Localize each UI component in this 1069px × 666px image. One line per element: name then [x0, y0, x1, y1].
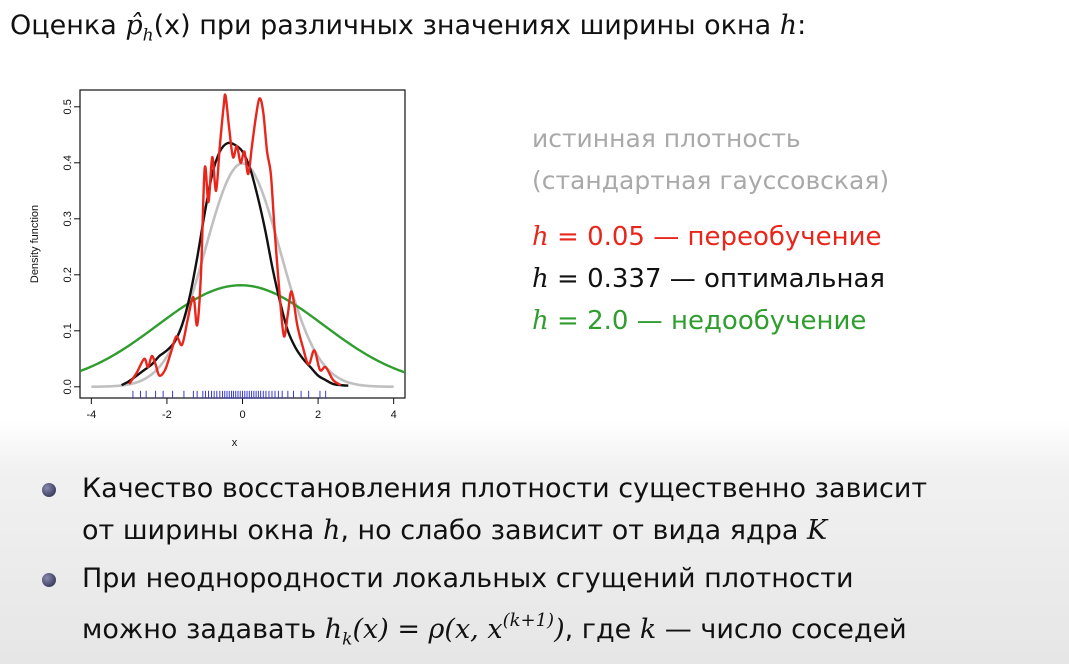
bullet-dot-icon [42, 573, 56, 587]
x-axis-label: x [232, 437, 238, 449]
y-tick-label: 0.1 [62, 323, 74, 338]
bullet-item-1: Качество восстановления плотности сущест… [40, 468, 927, 552]
x-tick-label: -2 [162, 409, 172, 421]
density-chart: -4 -2 0 2 4 0.0 0.1 0.2 0.3 0.4 0.5 x Density functi… [29, 89, 406, 449]
series-line-black [121, 141, 349, 387]
legend-green: h = 2.0 — недообучение [532, 306, 867, 336]
y-tick-label: 0.3 [62, 211, 74, 226]
y-tick-label: 0.5 [62, 99, 74, 114]
x-tick-label: 0 [239, 409, 245, 421]
bullet-dot-icon [42, 483, 56, 497]
legend-true-line2: (стандартная гауссовская) [532, 166, 890, 195]
x-tick-label: -4 [86, 409, 96, 421]
chart-series [80, 93, 405, 389]
x-tick-label: 4 [391, 409, 397, 421]
bullet-list: Качество восстановления плотности сущест… [40, 468, 927, 666]
legend-black: h = 0.337 — оптимальная [532, 264, 886, 294]
series-line-red [128, 93, 342, 387]
y-tick-label: 0.0 [62, 379, 74, 394]
plot-frame [79, 89, 406, 399]
chart-axes [74, 89, 406, 404]
bullet-item-2: При неоднородности локальных сгущений пл… [40, 558, 927, 660]
chart-labels: -4 -2 0 2 4 0.0 0.1 0.2 0.3 0.4 0.5 x Density functi… [29, 99, 397, 449]
slide-title: Оценка p̂h(x) при различных значениях ши… [10, 10, 807, 46]
series-line-green [80, 284, 405, 374]
y-tick-label: 0.2 [62, 267, 74, 282]
y-axis-label: Density function [29, 205, 41, 283]
y-tick-label: 0.4 [62, 155, 74, 170]
series-line-true [91, 162, 394, 389]
legend-red: h = 0.05 — переобучение [532, 222, 882, 252]
legend-block: истинная плотность (стандартная гауссовс… [532, 118, 889, 342]
chart-rug [132, 390, 327, 399]
legend-true-line1: истинная плотность [532, 124, 801, 153]
x-tick-label: 2 [315, 409, 321, 421]
